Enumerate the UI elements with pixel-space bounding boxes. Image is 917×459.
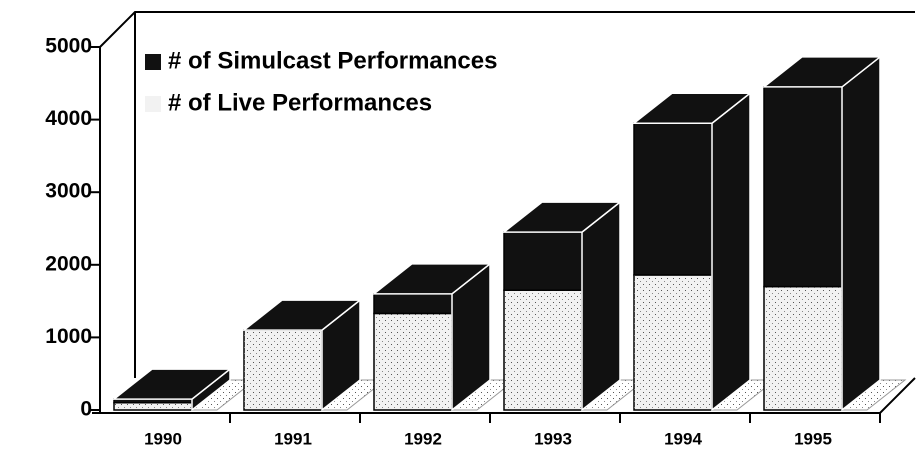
stipple xyxy=(374,313,452,410)
y-tick-label: 4000 xyxy=(45,107,92,130)
x-tick-label: 1995 xyxy=(794,429,832,448)
y-tick-label: 0 xyxy=(80,398,92,421)
bar-side xyxy=(581,200,621,412)
stipple xyxy=(114,402,192,410)
legend-label: # of Live Performances xyxy=(168,89,432,116)
stipple xyxy=(634,274,712,410)
legend-box xyxy=(138,40,590,130)
bar-top xyxy=(761,56,883,88)
bar-segment xyxy=(503,231,583,291)
y-tick-label: 2000 xyxy=(45,252,92,275)
legend-label: # of Simulcast Performances xyxy=(168,47,497,74)
stipple xyxy=(504,290,582,410)
x-tick-label: 1993 xyxy=(534,429,572,448)
legend-swatch xyxy=(145,96,161,112)
x-tick-label: 1991 xyxy=(274,429,312,448)
stipple xyxy=(764,286,842,410)
bar-top xyxy=(111,368,233,400)
bar-side xyxy=(711,91,751,412)
bar-segment xyxy=(633,122,713,276)
legend: # of Simulcast Performances # of Live Per… xyxy=(138,40,590,130)
stipple xyxy=(244,330,322,410)
y-tick-label: 1000 xyxy=(45,325,92,348)
y-tick-label: 3000 xyxy=(45,180,92,203)
bar-segment xyxy=(373,293,453,315)
y-tick-label: 5000 xyxy=(45,35,92,58)
bar-top xyxy=(241,299,363,331)
x-tick-label: 1994 xyxy=(664,429,702,448)
x-tick-label: 1990 xyxy=(144,429,182,448)
legend-swatch xyxy=(145,54,161,70)
bar-top xyxy=(371,263,493,295)
bar-side xyxy=(841,55,881,412)
x-tick-label: 1992 xyxy=(404,429,442,448)
bar-top xyxy=(631,92,753,124)
bar-top xyxy=(501,201,623,233)
bar-segment xyxy=(763,86,843,288)
